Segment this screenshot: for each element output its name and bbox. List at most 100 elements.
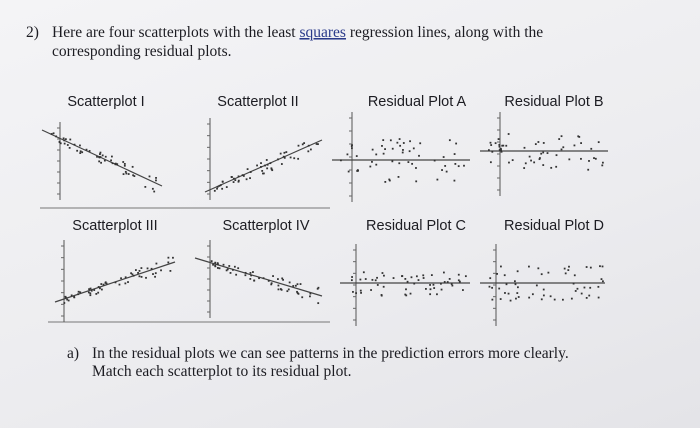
dot — [133, 175, 136, 177]
dot — [451, 284, 454, 287]
dot — [99, 151, 102, 154]
dot — [406, 280, 409, 283]
dot — [132, 174, 135, 177]
dot — [73, 143, 76, 146]
dot — [355, 155, 358, 157]
dot — [430, 274, 433, 277]
question-text: Here are four scatterplots with the leas… — [52, 24, 543, 41]
panel-label: Scatterplot IV — [222, 218, 309, 234]
dot — [216, 187, 218, 190]
dot — [501, 144, 504, 147]
dot — [111, 162, 114, 165]
dot — [235, 273, 238, 276]
regression-line — [41, 129, 163, 187]
dot — [391, 160, 394, 163]
dot — [317, 302, 320, 305]
dot — [293, 157, 296, 160]
dot — [507, 133, 510, 135]
dot — [523, 146, 526, 149]
dot — [440, 288, 443, 291]
dot — [167, 256, 170, 259]
dot — [99, 153, 101, 156]
dot — [576, 287, 579, 290]
dot — [589, 266, 592, 269]
dot — [498, 145, 501, 148]
dot — [450, 283, 453, 285]
dot — [376, 284, 379, 286]
dot — [601, 265, 604, 268]
dot — [288, 281, 291, 284]
dot — [457, 279, 460, 282]
dot — [289, 156, 292, 159]
panel-label: Residual Plot A — [368, 94, 467, 110]
dot — [87, 291, 90, 294]
dot — [97, 291, 100, 294]
dot — [419, 142, 422, 145]
dot — [555, 165, 558, 168]
dot — [98, 160, 101, 163]
dot — [350, 279, 353, 282]
dot — [542, 164, 545, 166]
dot — [88, 288, 90, 291]
dot — [597, 285, 600, 288]
dot — [269, 162, 272, 165]
dot — [505, 283, 508, 286]
dot — [140, 267, 143, 269]
dot — [553, 298, 556, 301]
dot — [315, 143, 318, 145]
dot — [464, 275, 467, 278]
dot — [436, 293, 438, 296]
dot — [95, 292, 98, 295]
dot — [137, 272, 139, 274]
dot — [564, 272, 567, 275]
dot — [127, 173, 130, 175]
dot — [585, 297, 588, 299]
dot — [232, 181, 235, 183]
dot — [124, 282, 127, 285]
dot — [574, 290, 577, 292]
dot — [167, 261, 170, 264]
dot — [98, 156, 101, 158]
dot — [246, 168, 249, 171]
dot — [116, 163, 119, 166]
dot — [102, 283, 105, 286]
dot — [381, 145, 383, 147]
dot — [262, 172, 264, 175]
dot — [369, 165, 372, 168]
dot — [277, 278, 279, 280]
dot — [110, 159, 112, 162]
dot — [145, 276, 147, 279]
dot — [404, 293, 407, 296]
dot — [374, 279, 377, 282]
dot — [253, 279, 256, 282]
dot — [279, 152, 282, 155]
dot — [77, 293, 80, 296]
panel-label: Scatterplot II — [217, 94, 298, 110]
dot — [123, 163, 126, 165]
dot — [514, 283, 517, 286]
dot — [408, 150, 411, 153]
dot — [50, 133, 53, 135]
dot — [294, 284, 297, 287]
dot — [515, 297, 517, 300]
dot — [301, 296, 304, 299]
dot — [540, 298, 543, 301]
dot — [114, 163, 117, 166]
dot — [588, 294, 591, 297]
dot — [457, 165, 460, 168]
dot — [63, 139, 66, 142]
dot — [151, 187, 154, 190]
dot — [241, 174, 244, 177]
dot — [391, 147, 394, 150]
dot — [118, 283, 121, 286]
dot — [401, 151, 404, 154]
dot — [152, 273, 154, 275]
dot — [79, 291, 82, 294]
dot — [370, 289, 372, 291]
dot — [561, 298, 564, 301]
dot — [260, 162, 262, 165]
dot — [222, 263, 225, 266]
dot — [402, 149, 404, 151]
dot — [388, 179, 391, 182]
dot — [52, 132, 55, 135]
